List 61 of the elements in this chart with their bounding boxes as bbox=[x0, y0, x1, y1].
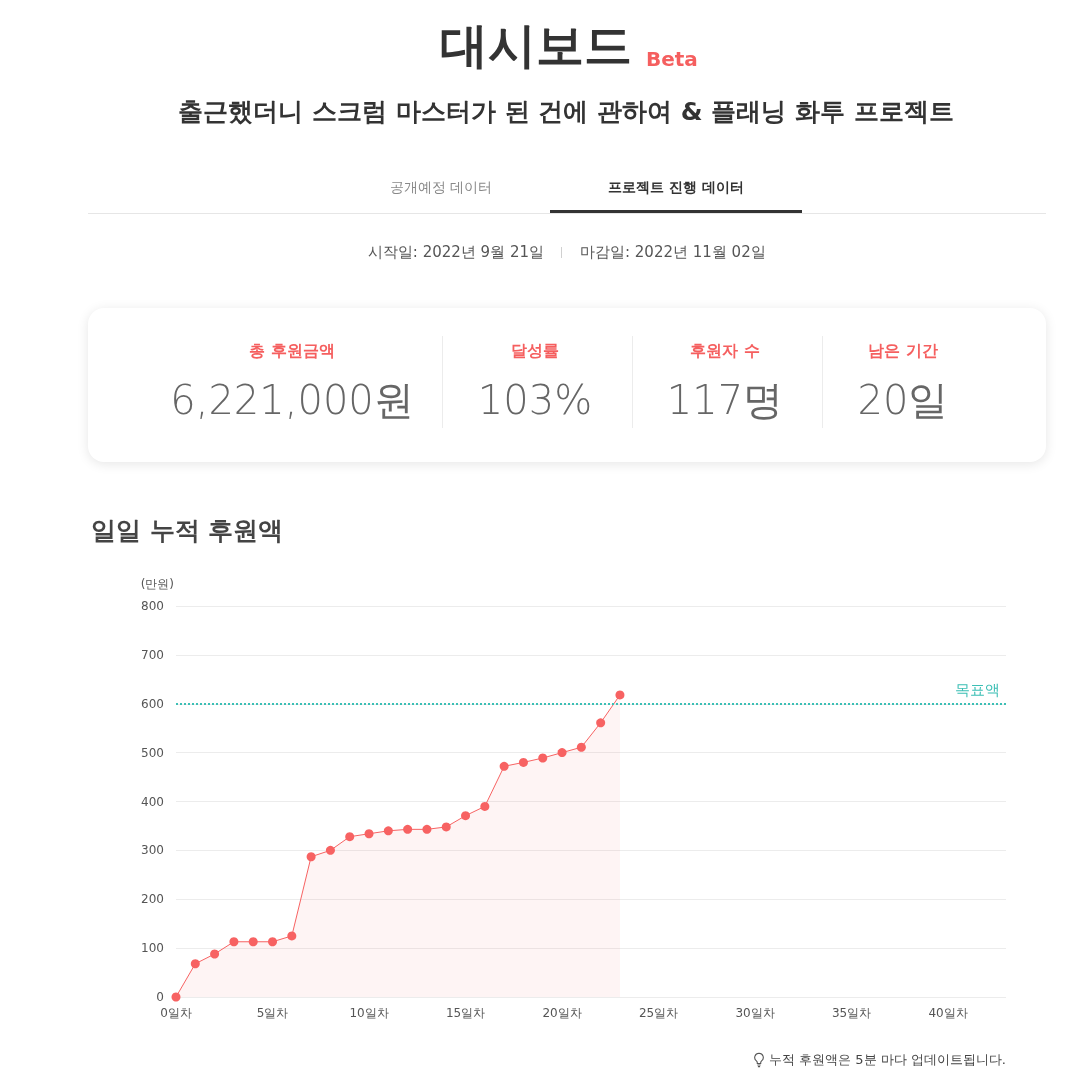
y-tick-label: 200 bbox=[141, 892, 164, 907]
point bbox=[538, 753, 548, 763]
point bbox=[480, 801, 490, 811]
text: 20일 bbox=[857, 376, 949, 425]
y-tick-label: 700 bbox=[141, 647, 164, 662]
y-tick-label: 600 bbox=[141, 696, 164, 711]
x-tick-label: 15일차 bbox=[445, 1006, 486, 1020]
x-tick-label: 30일차 bbox=[735, 1006, 775, 1020]
point bbox=[557, 748, 567, 758]
point bbox=[248, 937, 258, 947]
point bbox=[422, 824, 432, 834]
text: 6,221,000원 bbox=[170, 376, 414, 425]
text: 누적 후원액은 5분 마다 업데이트됩니다. bbox=[769, 1051, 1006, 1069]
x-tick-label: 5일차 bbox=[256, 1006, 289, 1020]
point bbox=[441, 822, 451, 832]
text: 대시보드 bbox=[440, 16, 632, 75]
y-tick-label: 400 bbox=[141, 794, 164, 809]
text: 출근했더니 스크럼 마스터가 된 건에 관하여 & 플래닝 화투 프로젝트 bbox=[178, 96, 954, 128]
x-tick-label: 0일차 bbox=[160, 1006, 192, 1020]
point bbox=[190, 959, 200, 969]
text: 103% bbox=[477, 376, 593, 425]
point bbox=[364, 829, 374, 839]
text: 후원자 수 bbox=[690, 340, 760, 362]
point bbox=[306, 852, 316, 862]
point bbox=[403, 824, 413, 834]
point bbox=[229, 937, 239, 947]
ref-line-label: 목표액 bbox=[955, 681, 1000, 700]
point bbox=[287, 931, 297, 941]
y-tick-label: 300 bbox=[141, 843, 164, 858]
point bbox=[325, 845, 335, 855]
y-tick-label: 0 bbox=[156, 990, 164, 1004]
point bbox=[596, 718, 606, 728]
x-tick-label: 25일차 bbox=[638, 1006, 679, 1020]
text: 총 후원금액 bbox=[249, 340, 335, 362]
y-tick-label: 800 bbox=[141, 599, 164, 613]
point bbox=[345, 832, 355, 842]
point bbox=[615, 690, 625, 700]
point bbox=[576, 742, 586, 752]
chart-title: 일일 누적 후원액 bbox=[91, 516, 284, 545]
point bbox=[499, 761, 509, 771]
text: 마감일: 2022년 11월 02일 bbox=[580, 242, 766, 263]
text: Beta bbox=[646, 46, 698, 72]
point bbox=[383, 826, 393, 836]
point bbox=[171, 992, 181, 1002]
point bbox=[518, 757, 528, 767]
point bbox=[461, 811, 471, 821]
y-tick-label: 100 bbox=[141, 941, 164, 956]
point bbox=[268, 937, 278, 947]
x-tick-label: 10일차 bbox=[349, 1006, 389, 1020]
text: 달성률 bbox=[511, 340, 559, 362]
point bbox=[210, 949, 220, 959]
text: 117명 bbox=[666, 376, 784, 425]
x-tick-label: 35일차 bbox=[831, 1006, 872, 1020]
text: 공개예정 데이터 bbox=[389, 178, 493, 197]
text: 남은 기간 bbox=[868, 340, 938, 362]
x-tick-label: 40일차 bbox=[928, 1006, 968, 1020]
text: 프로젝트 진행 데이터 bbox=[608, 178, 744, 197]
y-axis-title: (만원) bbox=[140, 577, 174, 591]
text: 시작일: 2022년 9월 21일 bbox=[367, 242, 544, 263]
x-tick-label: 20일차 bbox=[542, 1006, 582, 1020]
y-tick-label: 500 bbox=[141, 745, 164, 760]
